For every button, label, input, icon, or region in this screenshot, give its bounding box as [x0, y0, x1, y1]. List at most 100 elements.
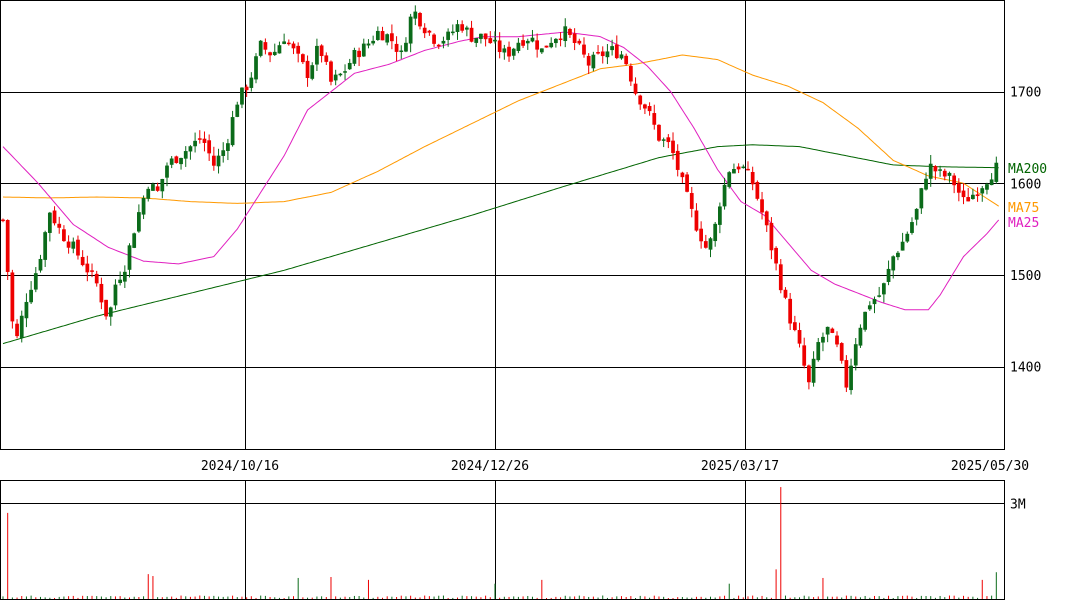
candle-body [357, 50, 361, 58]
candle-body [788, 298, 793, 324]
candle-body [446, 31, 450, 40]
candle-body [380, 31, 385, 41]
candle-body [272, 51, 277, 56]
candle-body [94, 273, 99, 284]
candle-body [802, 345, 807, 366]
candle-body [521, 40, 525, 46]
candle-body [778, 264, 783, 291]
candles [1, 5, 999, 395]
candle-body [525, 40, 530, 44]
candle-body [211, 155, 216, 166]
candle-body [717, 206, 722, 225]
candle-body [193, 140, 197, 147]
candle-body [141, 198, 146, 215]
candle-body [230, 117, 235, 146]
candle-body [961, 190, 966, 198]
candle-body [535, 40, 540, 50]
candle-body [563, 26, 568, 42]
candle-body [394, 43, 399, 52]
candle-body [469, 27, 474, 42]
candle-body [792, 322, 797, 331]
candle-body [877, 295, 882, 297]
candle-body [310, 65, 315, 79]
candle-body [179, 157, 183, 165]
y-tick-label: 1500 [1010, 269, 1041, 284]
candle-body [947, 172, 952, 176]
candle-body [816, 342, 821, 361]
ma200-line [2, 144, 999, 345]
candle-body [300, 54, 305, 63]
candle-body [975, 194, 980, 197]
candle-body [169, 158, 174, 165]
candle-body [624, 55, 629, 65]
candle-body [858, 327, 863, 346]
candle-body [24, 301, 29, 319]
candle-body [596, 52, 600, 54]
candle-body [207, 140, 212, 154]
candle-body [282, 41, 287, 44]
candle-body [722, 184, 727, 207]
candle-body [675, 150, 680, 170]
candle-body [38, 258, 43, 271]
candle-body [422, 27, 427, 34]
candle-body [347, 62, 352, 70]
candle-body [835, 335, 839, 345]
candle-body [657, 124, 661, 141]
candle-body [699, 228, 704, 242]
candle-body [933, 166, 938, 172]
candle-body [910, 222, 914, 233]
y-tick-label: 1700 [1010, 86, 1041, 101]
candle-body [90, 270, 94, 272]
candle-body [689, 193, 694, 209]
volume-axis-labels: 3M [1010, 497, 1026, 512]
candle-body [118, 279, 123, 284]
candle-body [390, 33, 394, 42]
candle-body [849, 365, 853, 391]
candle-body [989, 179, 994, 186]
candle-body [5, 220, 10, 272]
candle-body [221, 150, 226, 156]
candle-body [455, 24, 460, 32]
candle-body [886, 268, 891, 282]
candle-body [680, 172, 685, 178]
candle-body [881, 283, 886, 295]
candle-body [703, 241, 708, 248]
candle-body [844, 360, 849, 388]
x-tick-label: 2024/12/26 [451, 459, 529, 474]
ma25-legend-label: MA25 [1008, 216, 1039, 231]
candle-body [694, 210, 699, 231]
candle-body [329, 61, 333, 82]
candle-body [80, 256, 85, 266]
candle-body [732, 168, 736, 174]
candle-body [647, 106, 652, 112]
candle-body [774, 247, 778, 264]
candle-body [736, 166, 741, 170]
candle-body [638, 95, 643, 105]
candle-body [549, 42, 554, 48]
candle-body [971, 194, 975, 200]
candle-body [254, 56, 258, 80]
candle-body [188, 146, 193, 152]
candle-body [807, 365, 811, 383]
candle-body [57, 223, 62, 228]
candle-body [985, 184, 989, 190]
candle-body [258, 40, 263, 56]
candle-body [896, 252, 900, 258]
candle-body [15, 323, 19, 337]
candle-body [137, 212, 141, 232]
candle-body [577, 40, 582, 44]
candle-body [755, 181, 760, 199]
candle-body [235, 104, 240, 117]
candle-body [432, 34, 436, 44]
candle-body [956, 183, 961, 193]
candle-body [249, 77, 254, 88]
candle-body [52, 210, 57, 224]
candle-body [891, 256, 896, 271]
candle-body [1, 219, 5, 222]
candle-body [497, 40, 502, 53]
candle-body [952, 175, 957, 186]
candle-body [516, 42, 521, 51]
ma200-legend-label: MA200 [1008, 162, 1047, 177]
candle-body [99, 283, 104, 303]
candle-body [863, 311, 867, 330]
